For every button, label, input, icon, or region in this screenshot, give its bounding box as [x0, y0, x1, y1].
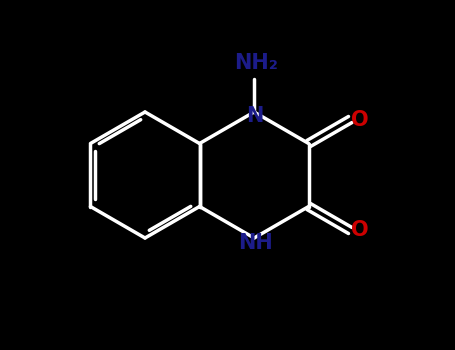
Text: O: O: [351, 220, 369, 240]
Text: O: O: [351, 110, 369, 130]
Text: NH₂: NH₂: [234, 53, 278, 73]
Text: N: N: [247, 106, 264, 126]
Text: NH: NH: [238, 233, 273, 253]
